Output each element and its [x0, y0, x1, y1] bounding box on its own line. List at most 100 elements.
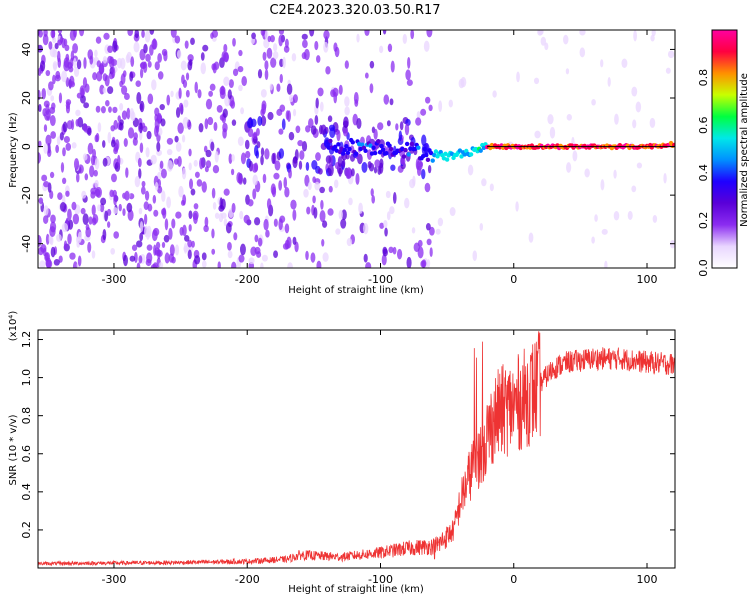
- spectrogram-cell: [292, 94, 298, 104]
- spectrogram-ridge-cell: [384, 151, 389, 156]
- spectrogram-cell: [65, 101, 71, 110]
- spectrogram-ridge-cell: [379, 143, 384, 149]
- spectrogram-cell: [305, 250, 309, 261]
- spectrogram-cell: [222, 128, 227, 139]
- spectrogram-cell: [210, 141, 215, 152]
- spectrogram-cell: [315, 97, 319, 109]
- spectrogram-cell: [47, 148, 52, 157]
- spectrogram-cell: [48, 41, 53, 50]
- spectrogram-cell: [93, 169, 98, 177]
- spectrogram-cell: [320, 124, 327, 135]
- spectrogram-cell: [291, 53, 297, 62]
- spectrogram-cell: [425, 223, 431, 231]
- spectrogram-cell: [260, 155, 264, 166]
- spectrogram-cell: [51, 102, 56, 110]
- spectrogram-ridge-cell: [406, 152, 411, 157]
- spectrogram-ridge-cell: [371, 145, 376, 150]
- spectrogram-ridge-cell: [345, 150, 351, 155]
- spectrogram-cell: [113, 119, 118, 130]
- spectrogram-cell: [194, 171, 200, 178]
- spectrogram-cell: [126, 107, 131, 120]
- spectrogram-cell: [407, 56, 411, 69]
- spectrogram-cell: [155, 125, 160, 134]
- spectrogram-cell: [187, 249, 192, 260]
- spectrogram-cell: [382, 30, 387, 35]
- spectrogram-cell: [298, 160, 303, 170]
- spectrogram-cell: [614, 113, 619, 125]
- spectrogram-cell: [190, 37, 195, 46]
- spectrogram-cell: [131, 244, 138, 252]
- spectrogram-cell: [382, 246, 388, 255]
- spectrogram-ridge-cell: [433, 149, 439, 154]
- spectrogram-cell: [325, 66, 331, 75]
- spectrogram-cell: [276, 83, 281, 92]
- spectrogram-cell: [613, 169, 617, 179]
- spectrogram-cell: [278, 148, 285, 159]
- spectrogram-cell: [230, 168, 235, 176]
- spectrogram-cell: [371, 194, 376, 204]
- x-tick-label: 100: [637, 573, 658, 586]
- spectrogram-cell: [73, 158, 80, 170]
- spectrogram-cell: [667, 50, 675, 59]
- spectrogram-cell: [112, 106, 118, 114]
- colorbar-label: Normalized spectral amplitude: [739, 73, 750, 227]
- spectrogram-cell: [344, 60, 349, 69]
- spectrogram-cell: [481, 178, 487, 187]
- spectrogram-cell: [329, 127, 336, 139]
- spectrogram-cell: [187, 60, 193, 71]
- spectrogram-cell: [627, 210, 633, 220]
- snr-panel: -300 -200 -100 0 100 0.2 0.4 0.6 0.8 1.0 1.2 Heig…: [8, 311, 676, 595]
- y-tick-label: 0.4: [20, 483, 33, 501]
- spectrogram-ridge-cell: [377, 150, 383, 155]
- spectrogram-cell: [363, 253, 368, 263]
- spectrogram-cell: [90, 191, 96, 199]
- spectrogram-cell: [254, 217, 261, 226]
- spectrogram-cell: [365, 262, 372, 268]
- spectrogram-cell: [201, 260, 207, 268]
- spectrogram-cell: [129, 255, 136, 262]
- spectrogram-cell: [144, 30, 151, 43]
- spectrogram-cell: [41, 174, 48, 182]
- spectrogram-cell: [244, 139, 250, 150]
- spectrogram-cell: [188, 224, 192, 232]
- spectrogram-cell: [127, 127, 135, 139]
- spectrogram-cell: [141, 30, 145, 38]
- spectrogram-cell: [202, 44, 209, 52]
- spectrogram-cell: [312, 176, 316, 184]
- spectrogram-cell: [344, 96, 350, 107]
- spectrogram-cell: [96, 71, 103, 82]
- spectrogram-cell: [492, 90, 497, 98]
- spectrogram-cell: [150, 154, 157, 165]
- spectrogram-cell: [133, 132, 138, 140]
- spectrogram-cell: [160, 168, 167, 179]
- spectrogram-cell: [184, 235, 190, 242]
- spectrogram-cell: [187, 239, 193, 248]
- spectrogram-cell: [251, 32, 256, 40]
- spectrogram-cell: [119, 80, 124, 88]
- spectrogram-cell: [254, 234, 259, 243]
- spectrogram-cell: [119, 119, 124, 126]
- spectrogram-cell: [342, 120, 349, 128]
- spectrogram-cell: [107, 131, 112, 144]
- spectrogram-cell: [327, 164, 334, 177]
- spectrogram-cell: [252, 174, 258, 186]
- spectrogram-cell: [73, 66, 80, 77]
- spectrogram-cell: [242, 177, 247, 185]
- spectrogram-cell: [166, 196, 171, 209]
- spectrogram-cell: [107, 221, 111, 228]
- spectrogram-cell: [97, 204, 101, 212]
- spectrogram-cell: [67, 233, 72, 245]
- spectrogram-cell: [63, 240, 68, 250]
- spectrogram-cell: [404, 123, 410, 136]
- spectrogram-cell: [278, 128, 284, 135]
- spectrogram-cell: [43, 124, 48, 133]
- spectrogram-cell: [338, 209, 343, 220]
- spectrogram-cell: [343, 128, 349, 137]
- spectrogram-cell: [355, 173, 360, 185]
- spectrogram-cell: [50, 131, 57, 139]
- spectrogram-cell: [284, 239, 290, 250]
- y-tick-label: 1.2: [20, 331, 33, 349]
- spectrogram-x-label: Height of straight line (km): [288, 285, 424, 296]
- spectrogram-cell: [319, 186, 325, 194]
- spectrogram-cell: [211, 248, 216, 255]
